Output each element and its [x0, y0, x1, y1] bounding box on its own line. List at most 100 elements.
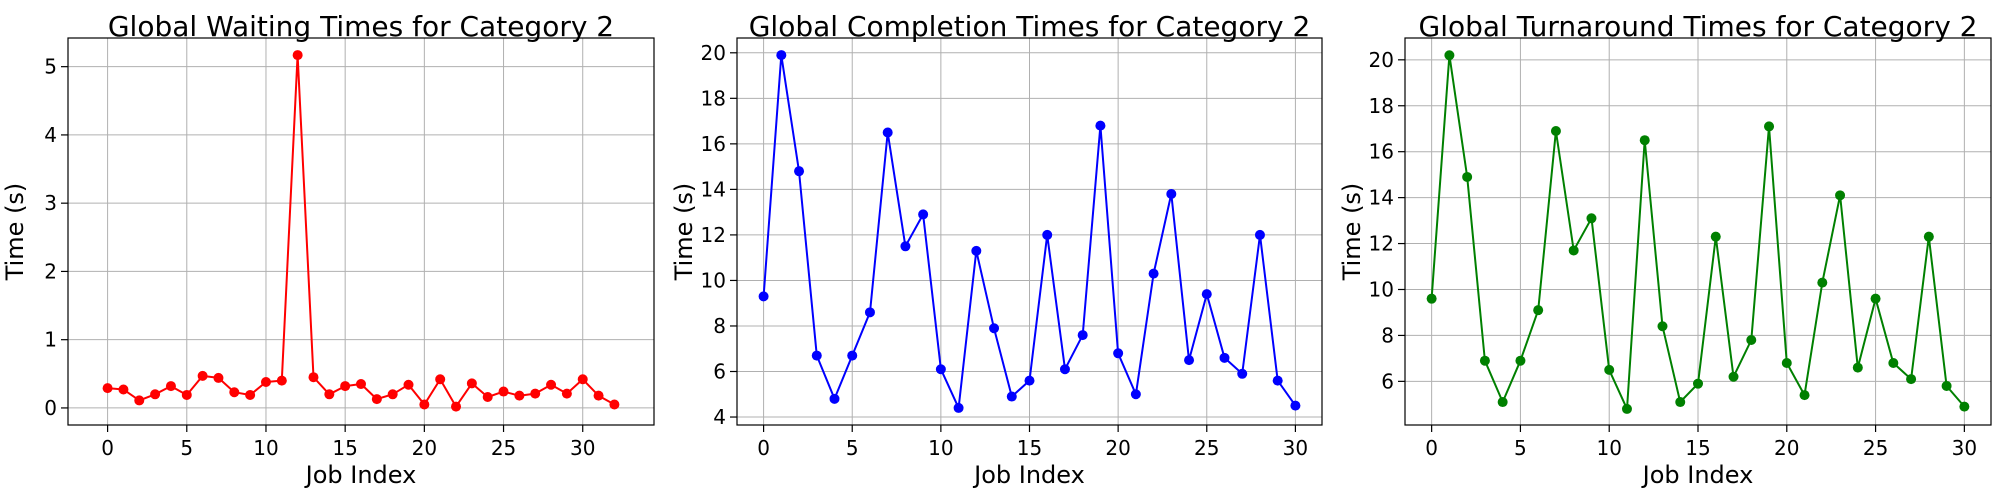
completion-data-point — [1237, 368, 1248, 379]
completion-data-point — [1024, 375, 1035, 386]
waiting-y-tick-label: 1 — [44, 328, 57, 352]
completion-data-point — [1095, 120, 1106, 131]
waiting-x-tick-label: 20 — [412, 436, 437, 460]
waiting-data-point — [593, 390, 604, 401]
turnaround-data-point — [1888, 357, 1899, 368]
completion-data-point — [989, 323, 1000, 334]
waiting-data-point — [530, 388, 541, 399]
completion-x-tick-label: 15 — [1017, 436, 1042, 460]
waiting-x-tick-label: 30 — [570, 436, 595, 460]
completion-chart-title: Global Completion Times for Category 2 — [749, 10, 1311, 43]
completion-y-tick-label: 6 — [713, 360, 726, 384]
waiting-data-point — [118, 384, 129, 395]
waiting-data-point — [609, 399, 620, 410]
completion-y-tick-label: 8 — [713, 314, 726, 338]
waiting-y-tick-label: 2 — [44, 259, 57, 283]
turnaround-data-point — [1533, 305, 1544, 316]
turnaround-y-tick-label: 18 — [1369, 94, 1394, 118]
completion-data-point — [1219, 352, 1230, 363]
waiting-data-point — [150, 389, 161, 400]
turnaround-data-point — [1657, 321, 1668, 332]
waiting-data-point — [324, 389, 335, 400]
turnaround-data-point — [1586, 213, 1597, 224]
turnaround-data-point — [1746, 335, 1757, 346]
completion-data-point — [1130, 389, 1141, 400]
waiting-data-point — [340, 381, 351, 392]
waiting-data-point — [451, 401, 462, 412]
turnaround-data-point — [1728, 371, 1739, 382]
waiting-data-point — [387, 389, 398, 400]
completion-data-point — [794, 166, 805, 177]
completion-y-tick-label: 14 — [701, 177, 726, 201]
waiting-data-point — [292, 50, 303, 61]
completion-data-point — [1148, 268, 1159, 279]
completion-data-point — [1184, 355, 1195, 366]
turnaround-x-tick-label: 20 — [1774, 436, 1799, 460]
completion-x-tick-label: 5 — [846, 436, 859, 460]
completion-data-point — [900, 241, 911, 252]
completion-data-point — [811, 350, 822, 361]
turnaround-data-point — [1426, 293, 1437, 304]
waiting-data-point — [165, 381, 176, 392]
turnaround-data-point — [1906, 374, 1917, 385]
turnaround-data-point — [1604, 364, 1615, 375]
waiting-y-tick-label: 5 — [44, 55, 57, 79]
completion-data-point — [953, 402, 964, 413]
turnaround-y-tick-label: 20 — [1369, 48, 1394, 72]
turnaround-times-chart: 0 5 10 15 20 25 30 6 8 10 12 14 16 18 20 Global Turnaro… — [1338, 10, 1992, 489]
turnaround-x-tick-label: 30 — [1952, 436, 1977, 460]
turnaround-x-axis-label: Job Index — [1641, 461, 1754, 489]
completion-data-point — [1006, 391, 1017, 402]
waiting-y-axis-label: Time (s) — [1, 183, 29, 282]
turnaround-data-point — [1693, 378, 1703, 389]
waiting-x-axis-label: Job Index — [304, 461, 417, 489]
turnaround-y-tick-label: 10 — [1369, 277, 1394, 301]
completion-data-point — [971, 245, 982, 256]
waiting-data-point — [561, 388, 572, 399]
turnaround-data-point — [1870, 293, 1881, 304]
waiting-series-line — [107, 54, 615, 408]
turnaround-x-tick-label: 25 — [1863, 436, 1888, 460]
turnaround-data-point — [1941, 380, 1952, 391]
completion-x-tick-label: 0 — [757, 436, 770, 460]
turnaround-data-point — [1852, 362, 1863, 373]
completion-y-tick-label: 16 — [701, 132, 726, 156]
completion-data-point — [1077, 330, 1088, 341]
waiting-data-point — [181, 389, 192, 400]
completion-y-tick-label: 10 — [701, 268, 726, 292]
completion-data-point — [935, 364, 946, 375]
waiting-chart-title: Global Waiting Times for Category 2 — [108, 10, 614, 43]
turnaround-x-tick-label: 5 — [1514, 436, 1527, 460]
turnaround-x-tick-label: 15 — [1685, 436, 1710, 460]
waiting-x-tick-label: 15 — [332, 436, 357, 460]
turnaround-x-tick-label: 0 — [1425, 436, 1438, 460]
waiting-y-tick-label: 4 — [44, 123, 57, 147]
waiting-data-point — [245, 389, 256, 400]
completion-x-tick-label: 30 — [1283, 436, 1308, 460]
completion-data-point — [1201, 289, 1212, 300]
waiting-data-point — [482, 392, 493, 403]
waiting-times-chart: 0 5 10 15 20 25 30 0 1 2 3 4 5 Global Waiting Times f… — [1, 10, 655, 489]
waiting-data-point — [276, 375, 287, 386]
turnaround-data-point — [1675, 397, 1686, 408]
waiting-y-tick-label: 0 — [44, 396, 57, 420]
completion-x-tick-label: 25 — [1194, 436, 1219, 460]
waiting-data-point — [229, 387, 240, 398]
waiting-x-tick-label: 25 — [491, 436, 516, 460]
completion-x-tick-label: 20 — [1105, 436, 1130, 460]
turnaround-data-point — [1799, 390, 1810, 401]
turnaround-data-point — [1621, 403, 1632, 414]
completion-data-point — [1272, 375, 1283, 386]
waiting-data-point — [197, 370, 208, 381]
turnaround-x-tick-label: 10 — [1596, 436, 1621, 460]
completion-data-point — [776, 50, 787, 61]
completion-data-point — [1059, 364, 1070, 375]
turnaround-data-point — [1923, 231, 1934, 242]
turnaround-data-point — [1781, 357, 1792, 368]
completion-data-point — [847, 350, 858, 361]
completion-y-tick-label: 18 — [701, 86, 726, 110]
waiting-axes-frame — [67, 37, 655, 426]
completion-data-point — [1166, 188, 1177, 199]
waiting-data-point — [308, 372, 319, 383]
